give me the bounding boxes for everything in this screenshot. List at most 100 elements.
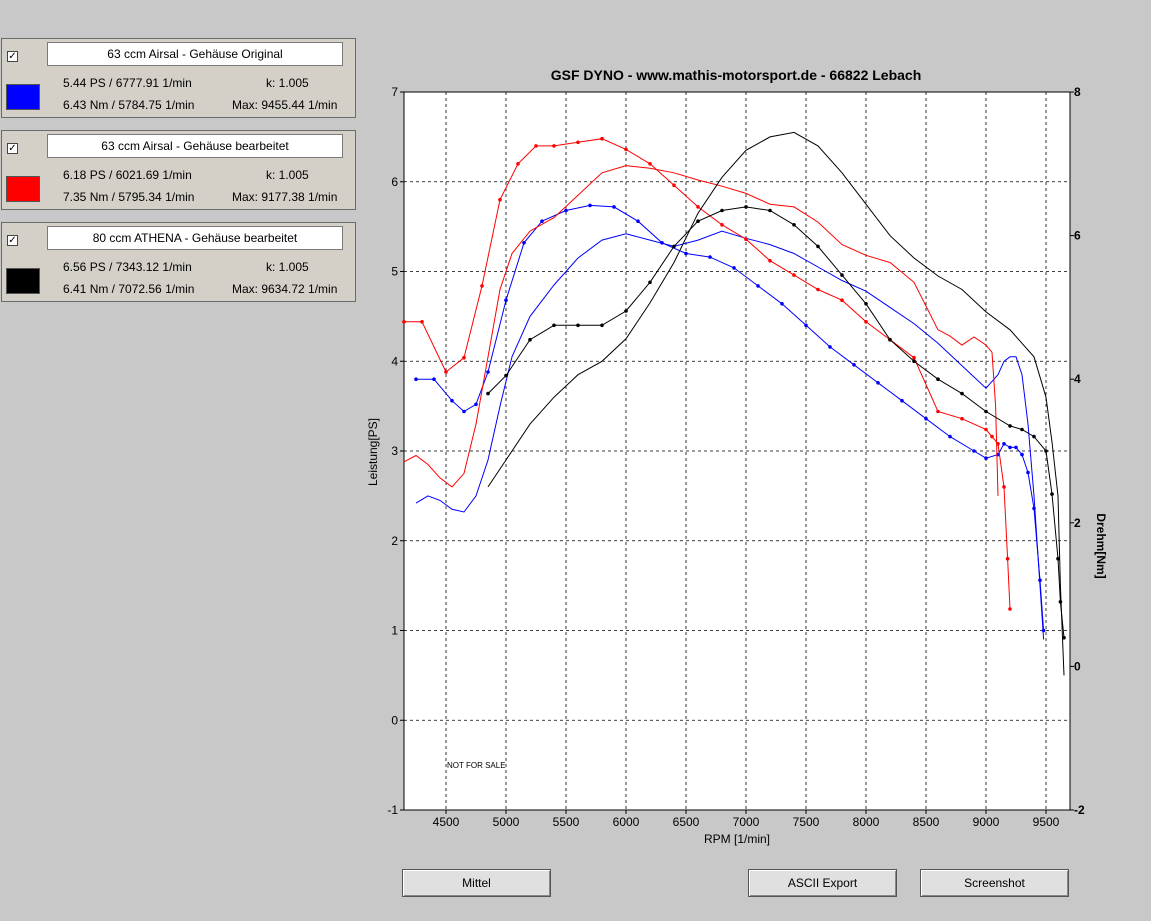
torque-data-point (1058, 600, 1063, 604)
series-2-name[interactable]: 63 ccm Airsal - Gehäuse bearbeitet (47, 134, 343, 158)
series-2-checkbox[interactable]: ✓ (7, 143, 18, 154)
legend-panel-3: ✓ 80 ccm ATHENA - Gehäuse bearbeitet 6.5… (1, 222, 356, 302)
torque-data-point (1014, 445, 1018, 450)
torque-data-point (924, 416, 928, 421)
x-tick-label: 9500 (1033, 815, 1060, 829)
mittel-button[interactable]: Mittel (402, 869, 551, 897)
torque-data-point (1044, 449, 1048, 453)
torque-data-point (804, 323, 808, 328)
torque-data-point (828, 345, 832, 349)
torque-data-point (888, 337, 892, 342)
torque-data-point (684, 251, 688, 256)
series-2-max: Max: 9177.38 1/min (232, 190, 338, 204)
torque-data-point (576, 140, 580, 145)
torque-data-point (540, 219, 544, 223)
series-3-checkbox[interactable]: ✓ (7, 235, 18, 246)
series-power-line (415, 230, 1045, 640)
torque-data-point (1032, 506, 1036, 511)
torque-data-point (864, 320, 868, 324)
series-2-torque: 7.35 Nm / 5795.34 1/min (63, 190, 195, 204)
torque-data-point (486, 391, 490, 396)
torque-data-point (816, 244, 820, 249)
torque-data-point (1041, 628, 1046, 633)
x-tick-label: 6000 (613, 815, 640, 829)
torque-data-point (768, 258, 772, 263)
series-1-power: 5.44 PS / 6777.91 1/min (63, 76, 192, 90)
torque-data-point (696, 219, 700, 223)
series-1-torque: 6.43 Nm / 5784.75 1/min (63, 98, 195, 112)
torque-data-point (462, 355, 466, 360)
torque-data-point (660, 241, 664, 245)
torque-data-point (744, 237, 748, 241)
torque-data-point (402, 320, 406, 324)
torque-data-point (648, 162, 652, 166)
series-torque-line (404, 138, 1011, 610)
torque-data-point (840, 298, 844, 303)
torque-data-point (876, 381, 880, 385)
torque-data-point (1020, 427, 1024, 432)
torque-data-point (414, 377, 418, 382)
torque-data-point (444, 370, 448, 374)
torque-data-point (588, 203, 592, 208)
torque-data-point (516, 162, 520, 166)
torque-data-point (498, 197, 502, 202)
series-1-color-swatch[interactable] (6, 84, 40, 110)
screenshot-button[interactable]: Screenshot (920, 869, 1069, 897)
y2-tick-label: 4 (1074, 372, 1081, 386)
torque-data-point (612, 205, 616, 209)
series-3-power: 6.56 PS / 7343.12 1/min (63, 260, 192, 274)
y-tick-label: 4 (391, 354, 398, 368)
torque-data-point (696, 205, 700, 209)
y-tick-label: 5 (391, 265, 398, 279)
torque-data-point (1002, 442, 1006, 446)
y-tick-label: -1 (387, 803, 398, 817)
torque-data-point (984, 456, 988, 461)
y-tick-label: 6 (391, 175, 398, 189)
ascii-export-button[interactable]: ASCII Export (748, 869, 897, 897)
torque-data-point (1032, 434, 1036, 439)
ticks: 4500 5000 5500 6000 6500 7000 7500 8000 8500 9000… (387, 85, 1085, 829)
torque-data-point (840, 273, 844, 277)
torque-data-point (720, 208, 724, 213)
chart-title: GSF DYNO - www.mathis-motorsport.de - 66… (551, 67, 922, 83)
torque-data-point (948, 434, 952, 439)
series-1-checkbox[interactable]: ✓ (7, 51, 18, 62)
torque-data-point (1002, 485, 1006, 489)
legend-panel-1: ✓ 63 ccm Airsal - Gehäuse Original 5.44 … (1, 38, 356, 118)
torque-data-point (504, 298, 508, 303)
torque-data-point (522, 241, 526, 245)
y2-tick-label: 6 (1074, 229, 1081, 243)
y-axis-label: Leistung[PS] (366, 418, 380, 486)
torque-data-point (912, 355, 916, 360)
legend-panel-2: ✓ 63 ccm Airsal - Gehäuse bearbeitet 6.1… (1, 130, 356, 210)
series-2-power: 6.18 PS / 6021.69 1/min (63, 168, 192, 182)
torque-data-point (864, 302, 868, 306)
torque-data-point (792, 273, 796, 277)
torque-data-point (984, 409, 988, 414)
torque-data-point (708, 255, 712, 259)
x-axis-label: RPM [1/min] (704, 832, 770, 846)
series-power-line (403, 165, 999, 496)
x-tick-label: 8000 (853, 815, 880, 829)
series-2-color-swatch[interactable] (6, 176, 40, 202)
torque-data-point (480, 284, 484, 288)
series-3-torque: 6.41 Nm / 7072.56 1/min (63, 282, 195, 296)
torque-data-point (576, 323, 580, 328)
series-power-line (487, 131, 1065, 676)
torque-data-point (432, 377, 436, 382)
series-3-max: Max: 9634.72 1/min (232, 282, 338, 296)
torque-data-point (600, 323, 604, 328)
torque-data-point (474, 402, 478, 407)
torque-data-point (672, 183, 676, 188)
y-tick-label: 2 (391, 534, 398, 548)
series-3-name[interactable]: 80 ccm ATHENA - Gehäuse bearbeitet (47, 226, 343, 250)
y-tick-label: 3 (391, 444, 398, 458)
torque-data-point (816, 287, 820, 292)
series-3-color-swatch[interactable] (6, 268, 40, 294)
torque-data-point (624, 147, 628, 152)
torque-data-point (564, 208, 568, 213)
series-1-name[interactable]: 63 ccm Airsal - Gehäuse Original (47, 42, 343, 66)
torque-data-point (1056, 556, 1060, 561)
y2-axis-label: Drehm[Nm] (1094, 513, 1108, 578)
torque-data-point (600, 136, 604, 141)
